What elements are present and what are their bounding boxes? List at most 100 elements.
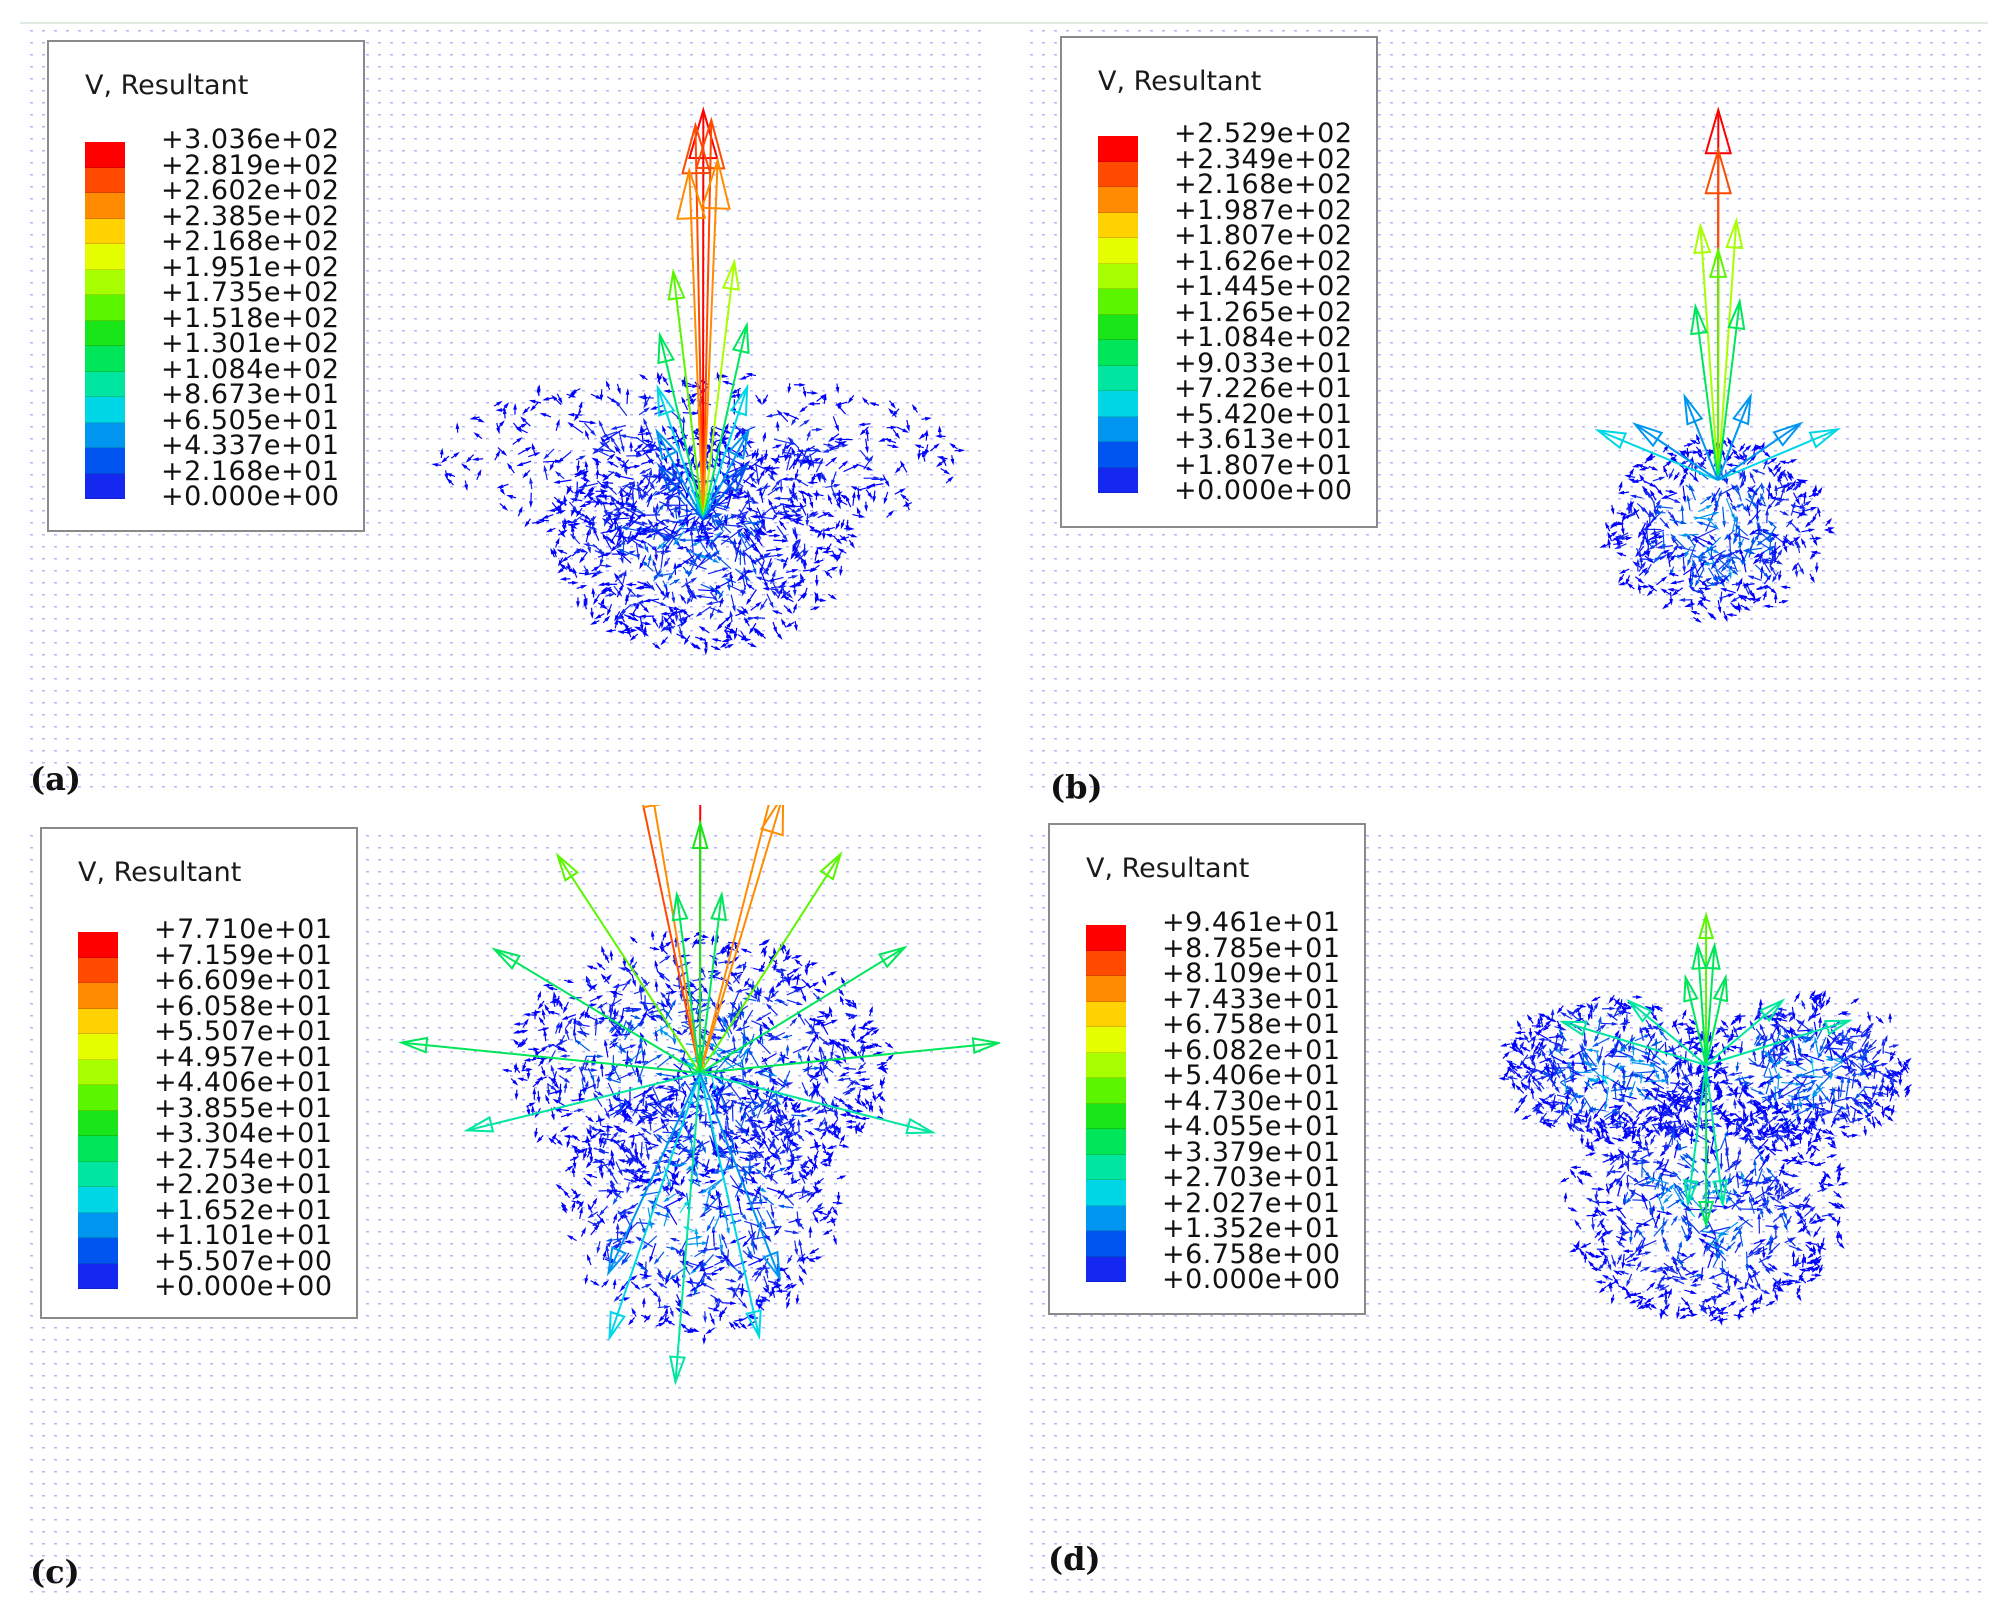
velocity-vector [757,987,761,1003]
vector-arrowhead [649,584,656,592]
vector-arrowhead [742,527,749,534]
vector-arrowhead [633,602,641,607]
legend-value: +8.673e+01 [161,381,340,407]
vector-arrowhead [1782,511,1790,516]
vector-arrowhead [769,1163,776,1171]
vector-arrowhead [864,1098,870,1105]
velocity-vector [756,1011,772,1021]
vector-arrowhead [603,436,611,442]
vector-arrowhead [629,441,634,448]
vector-arrowhead [1783,484,1791,489]
vector-arrowhead [638,983,643,991]
vector-arrowhead [797,1051,803,1059]
vector-arrowhead [720,438,727,445]
velocity-vector [1721,588,1736,594]
vector-arrowhead [643,1136,650,1143]
vector-arrowhead [642,1010,648,1018]
velocity-vector [771,585,785,589]
vector-arrowhead [666,494,674,498]
vector-arrowhead [1828,529,1836,534]
vector-arrowhead [647,518,653,526]
vector-arrowhead [1610,508,1615,516]
vector-arrowhead [753,1104,761,1110]
vector-arrowhead [720,1071,724,1079]
vector-arrowhead [643,625,647,633]
vector-arrowhead [740,1011,745,1019]
vector-arrowhead [812,1081,818,1089]
vector-arrowhead [824,570,831,577]
vector-arrowhead [834,1111,839,1119]
vector-arrowhead [684,937,691,942]
vector-arrowhead [610,398,618,404]
vector-arrowhead [563,1077,571,1084]
vector-arrowhead [721,258,740,291]
vector-arrowhead [759,604,765,611]
velocity-vector [760,483,768,499]
legend-value: +7.226e+01 [1174,375,1353,401]
velocity-vector [1754,564,1769,578]
vector-arrowhead [636,453,643,458]
vector-arrowhead [724,494,731,501]
vector-arrowhead [1791,501,1796,508]
vector-arrowhead [714,1091,721,1098]
vector-arrowhead [712,540,717,548]
vector-arrowhead [648,444,655,451]
vector-arrowhead [691,431,699,436]
vector-arrowhead [1744,605,1751,611]
vector-arrowhead [643,417,648,425]
vector-arrowhead [852,464,860,469]
vector-arrowhead [791,569,799,573]
vector-arrowhead [1740,594,1748,600]
vector-arrowhead [667,627,672,635]
velocity-vector [821,1068,829,1083]
vector-arrowhead [710,934,715,942]
velocity-vector [1692,527,1719,541]
vector-arrowhead [548,1137,555,1144]
vector-arrowhead [719,946,726,953]
vector-arrowhead [723,1016,729,1023]
vector-arrowhead [748,440,756,444]
vector-arrowhead [792,552,800,559]
velocity-vector [749,554,757,574]
vector-arrowhead [823,1158,830,1163]
vector-arrowhead [1826,517,1833,525]
vector-arrowhead [541,514,549,519]
vector-arrowhead [586,975,591,983]
vector-arrowhead [613,572,620,580]
colorbar-swatch [1098,416,1138,442]
vector-arrowhead [591,1068,598,1072]
vector-arrowhead [823,511,831,517]
vector-arrowhead [620,1015,625,1023]
vector-arrowhead [782,412,790,417]
vector-arrowhead [787,386,792,394]
vector-arrowhead [605,1112,610,1120]
vector-arrowhead [654,502,659,510]
panel-b: V, Resultant +2.529e+02 +2.349e+02 +2.168e… [1000,0,2000,806]
velocity-vector [1699,545,1717,556]
vector-arrowhead [784,443,792,450]
vector-arrowhead [655,451,660,458]
vector-arrowhead [639,1031,645,1039]
vector-arrowhead [520,1040,527,1048]
vector-arrowhead [741,427,748,432]
vector-arrowhead [616,1029,622,1037]
vector-arrowhead [513,403,517,410]
vector-arrowhead [629,512,634,520]
colorbar-swatch [85,167,125,193]
vector-arrowhead [791,575,799,579]
vector-arrowhead [555,504,562,511]
vector-arrowhead [545,528,553,533]
vector-arrowhead [507,462,513,470]
vector-arrowhead [775,998,783,1004]
vector-arrowhead [1701,581,1709,587]
velocity-vector [812,1083,821,1097]
vector-arrowhead [1629,511,1636,518]
vector-arrowhead [654,980,659,987]
vector-arrowhead [836,1059,844,1064]
vector-arrowhead [821,533,826,540]
vector-arrowhead [595,498,601,506]
vector-arrowhead [698,526,703,534]
colorbar-swatch [1098,340,1138,366]
vector-arrowhead [691,392,699,398]
velocity-vector [710,1140,717,1156]
